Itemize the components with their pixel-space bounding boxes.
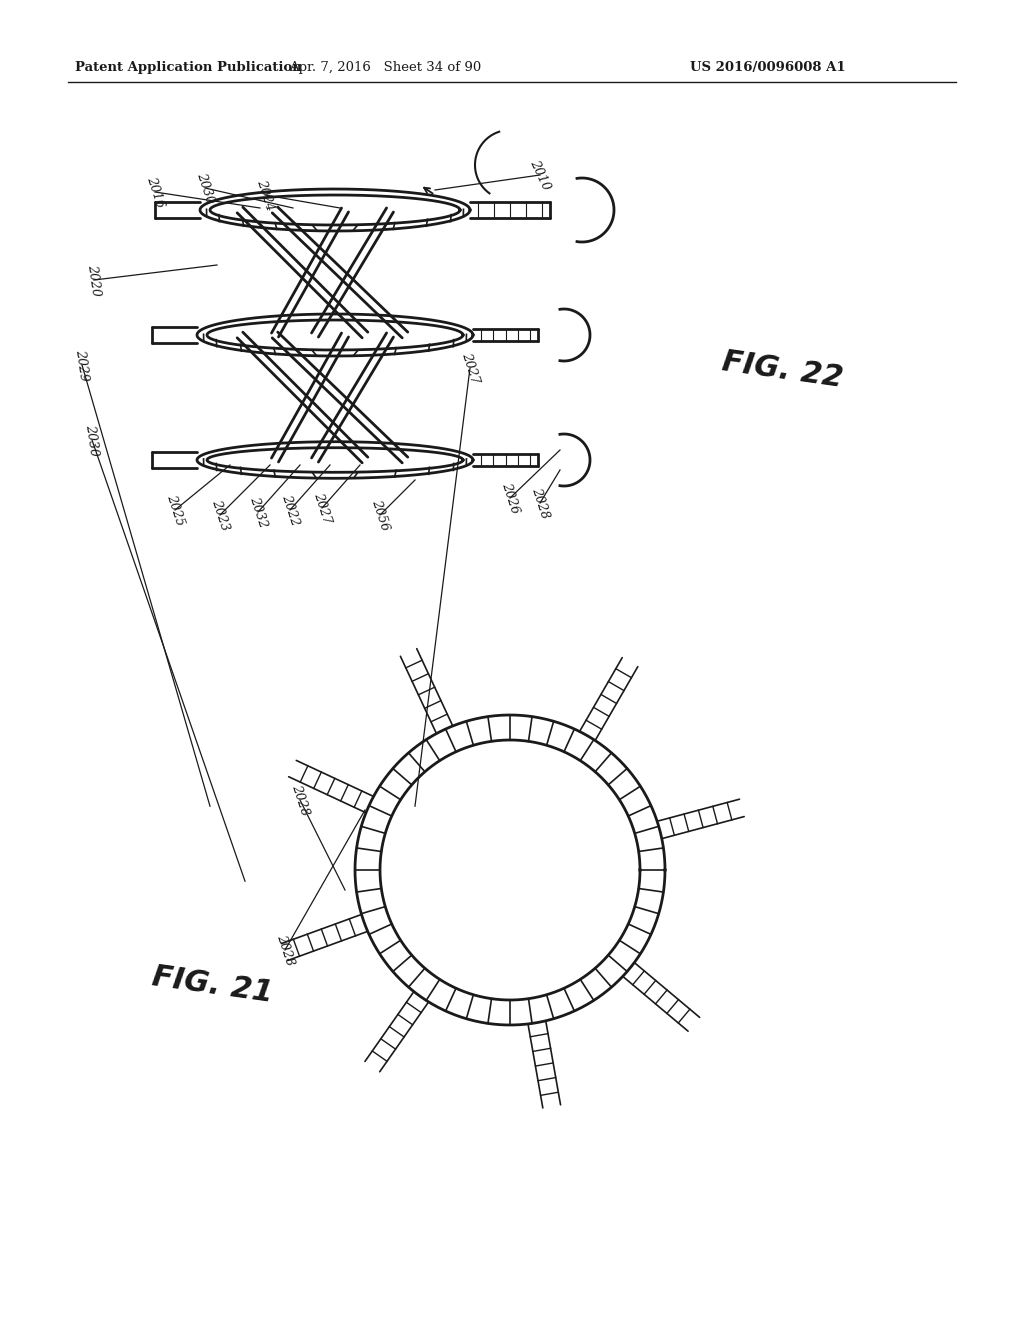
Text: 2028: 2028 (273, 933, 296, 968)
Text: Apr. 7, 2016   Sheet 34 of 90: Apr. 7, 2016 Sheet 34 of 90 (289, 62, 481, 74)
Text: 2020: 2020 (85, 263, 102, 297)
Text: 2010: 2010 (527, 158, 553, 193)
Text: 2030: 2030 (83, 424, 100, 457)
Text: Patent Application Publication: Patent Application Publication (75, 62, 302, 74)
Text: 2025: 2025 (164, 492, 186, 527)
Text: 2026: 2026 (499, 480, 521, 515)
Text: 2030: 2030 (194, 170, 216, 205)
Text: 2028: 2028 (289, 783, 311, 817)
Text: 2023: 2023 (209, 498, 231, 532)
Text: FIG. 22: FIG. 22 (720, 347, 845, 393)
Text: 2032: 2032 (247, 495, 269, 529)
Text: 2016: 2016 (144, 174, 166, 210)
Text: 2027: 2027 (311, 491, 333, 525)
Text: FIG. 21: FIG. 21 (150, 962, 274, 1008)
Text: 2022: 2022 (279, 492, 301, 527)
Text: 2027: 2027 (459, 351, 481, 385)
Text: 2029: 2029 (74, 348, 91, 381)
Text: US 2016/0096008 A1: US 2016/0096008 A1 (690, 62, 846, 74)
Text: 2024: 2024 (254, 178, 276, 213)
Text: 2028: 2028 (528, 486, 551, 520)
Text: 2056: 2056 (369, 498, 391, 532)
